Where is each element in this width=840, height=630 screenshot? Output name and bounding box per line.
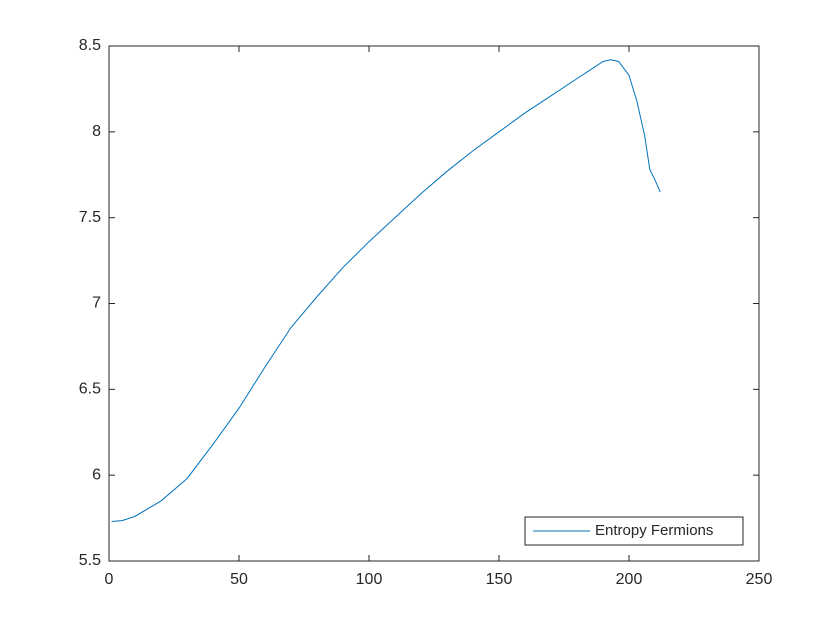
x-tick-label: 50 — [230, 571, 248, 588]
y-tick-label: 6 — [92, 466, 101, 483]
y-tick-label: 7.5 — [79, 209, 101, 226]
y-tick-label: 6.5 — [79, 381, 101, 398]
y-tick-label: 5.5 — [79, 552, 101, 569]
x-tick-label: 150 — [486, 571, 513, 588]
plot-area — [108, 45, 760, 562]
y-tick-label: 8.5 — [79, 37, 101, 54]
x-tick-label: 0 — [105, 571, 114, 588]
data-line — [111, 59, 661, 523]
legend-label: Entropy Fermions — [595, 522, 713, 539]
x-tick-label: 250 — [746, 571, 773, 588]
y-tick-label: 8 — [92, 123, 101, 140]
x-tick-label: 200 — [616, 571, 643, 588]
y-tick-label: 7 — [92, 295, 101, 312]
x-tick-label: 100 — [356, 571, 383, 588]
